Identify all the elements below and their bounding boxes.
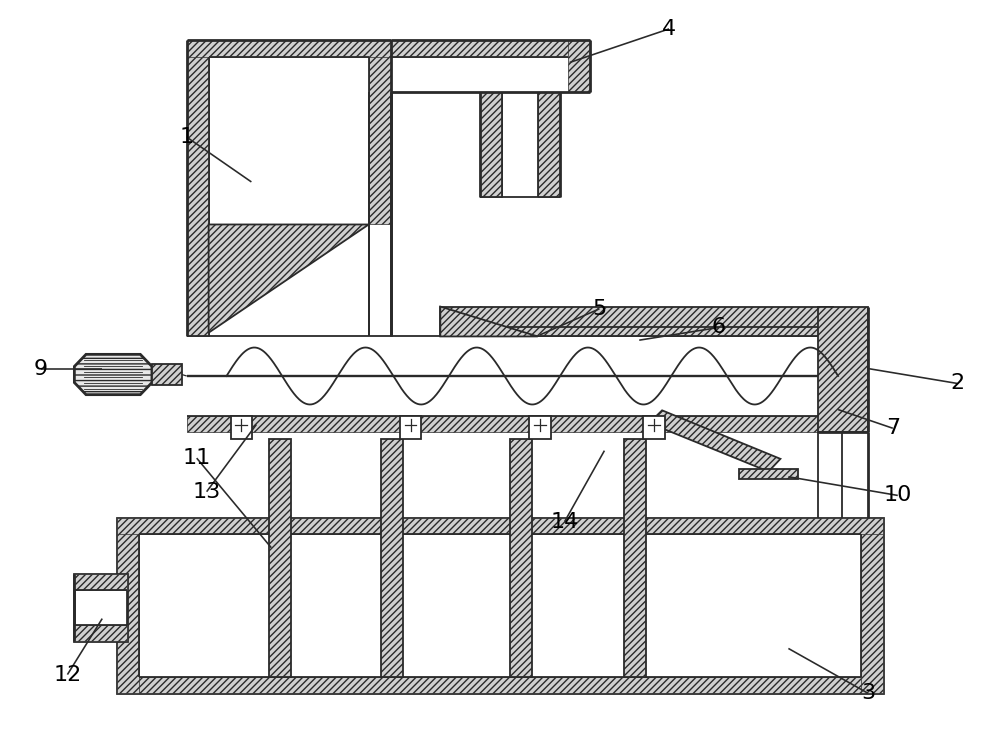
Polygon shape: [369, 40, 391, 224]
Bar: [152, 365, 182, 384]
Polygon shape: [649, 411, 780, 472]
Polygon shape: [568, 40, 590, 92]
Polygon shape: [187, 40, 209, 336]
Text: 4: 4: [662, 19, 676, 39]
Polygon shape: [510, 439, 532, 677]
Text: 9: 9: [34, 359, 48, 378]
Polygon shape: [624, 439, 646, 677]
Polygon shape: [269, 439, 291, 677]
Polygon shape: [187, 416, 848, 432]
Bar: [400, 416, 421, 439]
Polygon shape: [440, 307, 833, 336]
Text: 3: 3: [861, 684, 875, 703]
Polygon shape: [74, 574, 127, 590]
Text: 12: 12: [53, 665, 82, 684]
Polygon shape: [74, 625, 127, 641]
Bar: [529, 416, 551, 439]
Polygon shape: [480, 92, 502, 197]
Bar: [117, 518, 883, 693]
Bar: [231, 416, 252, 439]
Polygon shape: [861, 518, 883, 693]
Polygon shape: [117, 677, 883, 693]
Polygon shape: [117, 518, 139, 693]
Polygon shape: [739, 469, 798, 479]
Polygon shape: [381, 439, 403, 677]
Bar: [643, 416, 665, 439]
Polygon shape: [209, 224, 369, 332]
Polygon shape: [391, 40, 590, 56]
Polygon shape: [117, 518, 883, 534]
Polygon shape: [538, 92, 560, 197]
Text: 11: 11: [183, 448, 211, 468]
Text: 13: 13: [193, 482, 221, 502]
Polygon shape: [74, 354, 152, 395]
Text: 14: 14: [551, 511, 579, 532]
Text: 7: 7: [886, 418, 900, 438]
Polygon shape: [480, 307, 560, 336]
Polygon shape: [187, 40, 391, 56]
Text: 5: 5: [592, 299, 607, 319]
Text: 1: 1: [180, 127, 194, 147]
Bar: [74, 574, 127, 641]
Text: 6: 6: [712, 317, 726, 338]
Polygon shape: [440, 307, 538, 336]
Text: 2: 2: [950, 374, 965, 393]
Text: 10: 10: [884, 486, 912, 505]
Polygon shape: [818, 307, 868, 432]
